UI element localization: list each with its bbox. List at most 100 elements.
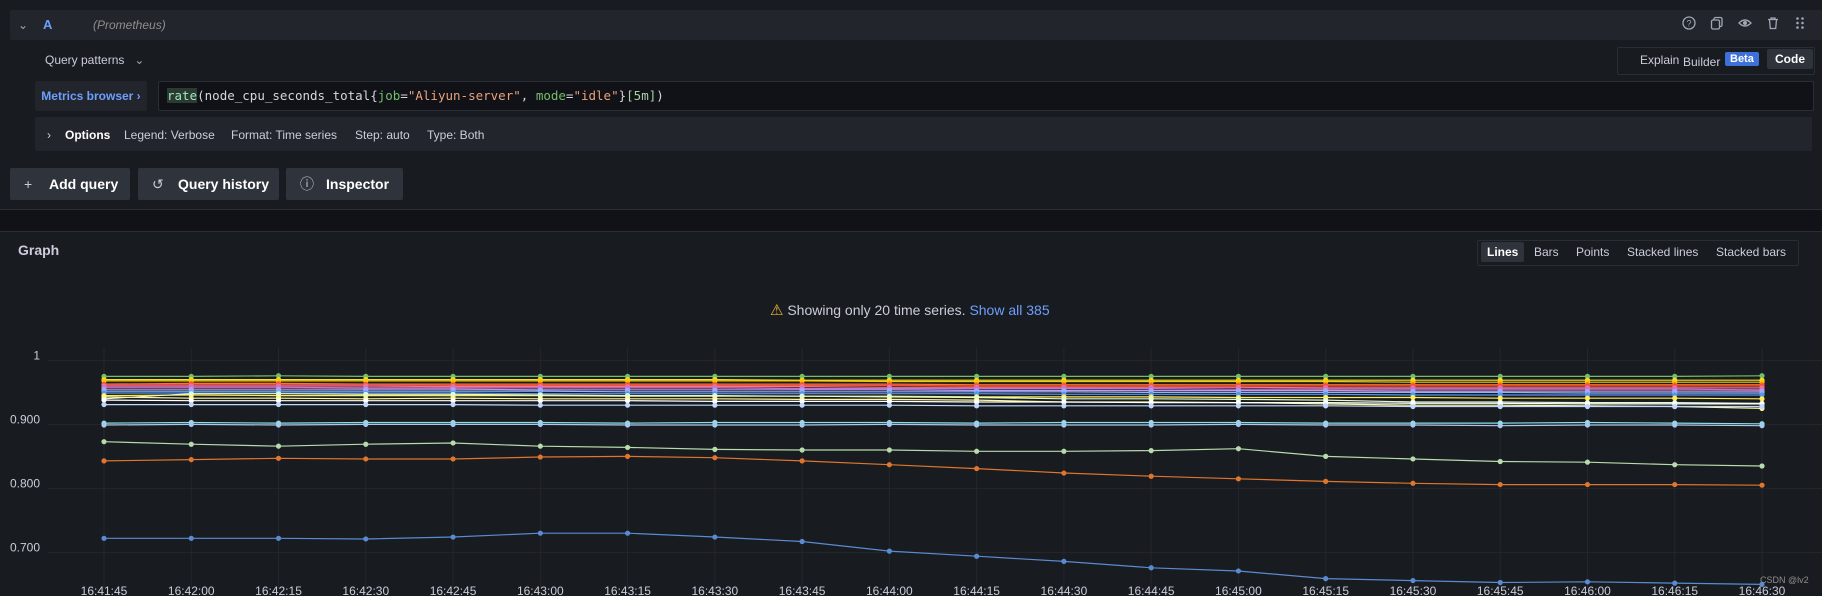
data-point [624,402,631,408]
data-point [1323,576,1329,582]
series-line [104,378,1762,381]
data-point [712,398,718,404]
x-tick-label: 16:44:00 [866,584,913,596]
options-title: Options [65,128,111,142]
explain-toggle[interactable]: Explain [1640,53,1680,67]
data-point [1061,470,1067,476]
data-point [1497,403,1503,410]
data-point [1148,448,1154,454]
series-line [103,423,1763,427]
data-point [712,422,718,428]
x-tick-label: 16:46:15 [1651,584,1698,596]
data-point [1672,422,1678,428]
trash-icon[interactable] [1764,16,1782,34]
series-line [104,384,1762,387]
data-point [1148,373,1154,379]
editor-mode-toggle [1617,47,1815,75]
data-point [974,373,980,379]
query-history-button[interactable]: ↺ Query history [138,168,279,200]
data-point [101,458,107,464]
options-step: Step: auto [355,128,410,142]
style-stacked-bars-option[interactable]: Stacked bars [1716,245,1787,259]
builder-mode-option[interactable]: Builder [1683,55,1721,69]
help-icon[interactable]: ? [1680,16,1698,34]
x-tick-label: 16:42:00 [168,584,215,596]
data-point [886,373,892,379]
data-point [537,454,543,460]
data-point [1410,403,1416,410]
data-point [1584,481,1591,488]
style-lines-option[interactable]: Lines [1481,242,1525,262]
metrics-browser-button[interactable]: Metrics browser › [35,81,147,111]
data-point [1759,403,1765,410]
options-format: Format: Time series [231,128,338,142]
y-tick-label: 0.900 [10,412,40,426]
data-point [537,398,543,404]
expr-paren: ( [197,88,205,103]
data-point [974,553,980,559]
x-tick-label: 16:43:00 [517,584,564,596]
series-line [103,399,1762,405]
plus-icon: + [24,176,33,192]
add-query-button[interactable]: + Add query [10,168,130,200]
data-point [537,402,543,408]
data-point [450,456,456,462]
x-tick-label: 16:43:30 [691,584,738,596]
data-point [275,373,282,379]
data-point [537,421,543,427]
data-point [1672,373,1678,379]
series-limit-warning: ⚠ Showing only 20 time series. Show all … [770,301,1050,319]
data-point [1323,373,1329,379]
expr-label-value: "idle" [573,88,619,103]
data-point [363,398,369,404]
data-point [450,398,456,404]
data-point [624,453,631,459]
data-point [450,421,456,427]
inspector-label: Inspector [326,176,390,192]
options-bar[interactable]: › Options Legend: Verbose Format: Time s… [35,117,1812,151]
data-point [363,421,369,427]
duplicate-icon[interactable] [1708,16,1726,34]
promql-query-input[interactable]: rate(node_cpu_seconds_total{job="Aliyun-… [158,81,1814,111]
series-line [103,393,1763,404]
drag-handle-icon[interactable] [1791,16,1809,34]
data-point [1497,579,1503,586]
data-point [886,462,892,468]
query-patterns-dropdown[interactable]: Query patterns ⌄ [45,53,144,67]
data-point [799,398,805,404]
data-point [1672,462,1678,468]
data-point [1672,395,1678,401]
y-tick-label: 0.700 [10,540,40,554]
data-point [624,444,631,451]
data-point [1061,373,1067,379]
style-stacked-lines-option[interactable]: Stacked lines [1627,245,1699,259]
data-point [1497,423,1503,429]
data-point [1497,373,1503,379]
collapse-chevron-icon[interactable]: ⌄ [18,18,29,32]
timeseries-chart[interactable]: 16:41:45 16:42:00 16:42:15 16:42:30 16:42:45… [0,344,1822,596]
data-point [188,391,194,397]
code-mode-option[interactable]: Code [1767,49,1813,69]
add-query-label: Add query [49,176,119,192]
series-line [104,385,1762,389]
eye-icon[interactable] [1736,16,1754,34]
options-type: Type: Both [427,128,485,142]
data-point [1584,422,1591,428]
show-all-link[interactable]: Show all 385 [969,302,1050,318]
data-point [624,422,631,428]
data-point [624,530,631,536]
expr-function: rate [167,88,198,103]
x-tick-label: 16:41:45 [81,584,128,596]
query-header-row: ⌄ A (Prometheus) ? [10,10,1822,40]
expr-brace: } [618,88,627,103]
data-point [1410,456,1416,462]
data-point [1410,373,1416,379]
data-point [101,397,107,403]
data-point [1148,403,1154,409]
data-point [188,401,194,408]
data-point [974,399,980,405]
style-points-option[interactable]: Points [1576,245,1610,259]
style-bars-option[interactable]: Bars [1534,245,1559,259]
inspector-button[interactable]: ⓘ Inspector [286,168,403,200]
query-ref-id[interactable]: A [43,17,53,32]
